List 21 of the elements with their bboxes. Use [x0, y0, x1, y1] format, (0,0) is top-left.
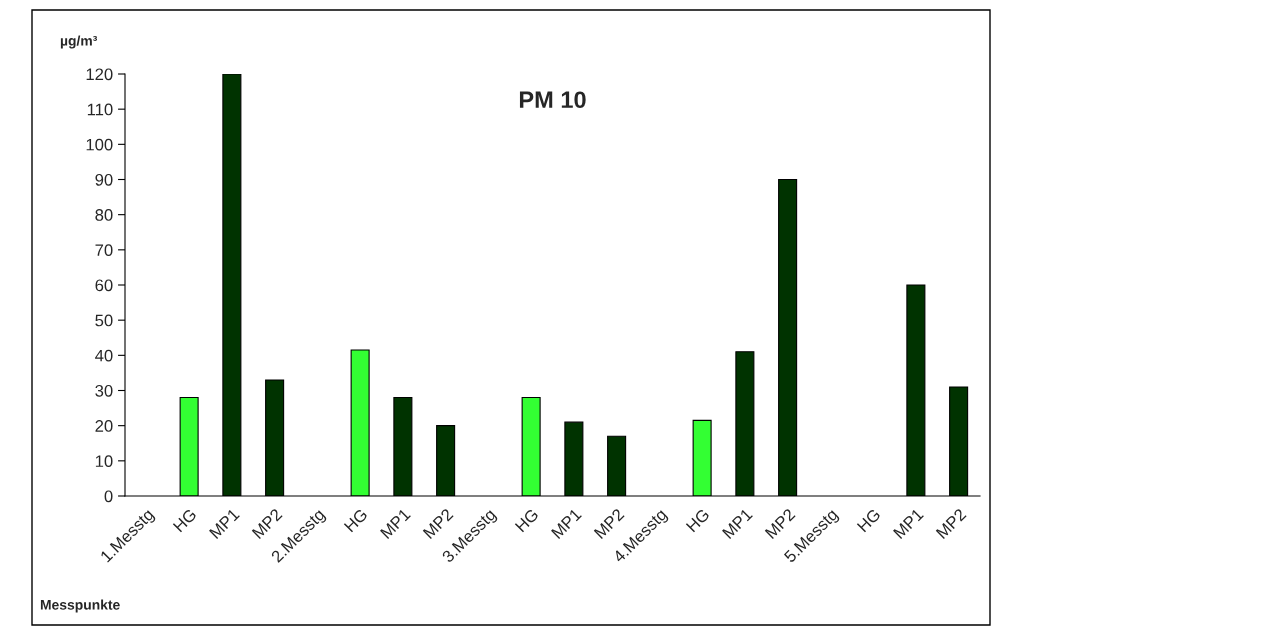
y-tick-label: 40	[95, 349, 113, 362]
y-tick-label: 50	[95, 314, 113, 327]
y-tick-label: 30	[95, 384, 113, 397]
y-tick-label: 110	[87, 103, 113, 116]
y-tick-label: 0	[104, 490, 113, 503]
x-tick-label: HG	[514, 508, 539, 533]
y-tick-label: 60	[95, 279, 113, 292]
text: PM 10	[519, 91, 586, 109]
y-tick-label: 80	[95, 209, 113, 221]
x-tick-label: HG	[685, 508, 710, 533]
y-tick-label: 70	[95, 244, 113, 257]
y-tick-label: 120	[86, 68, 113, 81]
y-tick-label: 10	[95, 455, 113, 468]
y-axis-title: µg/m³	[60, 35, 98, 49]
x-tick-label: HG	[856, 508, 881, 533]
x-tick-label: HG	[343, 508, 368, 533]
x-tick-label: HG	[172, 508, 197, 533]
x-axis-title: Messpunkte	[40, 599, 120, 613]
y-tick-label: 100	[86, 138, 113, 151]
y-tick-label: 20	[95, 420, 113, 432]
y-tick-label: 90	[95, 173, 113, 186]
